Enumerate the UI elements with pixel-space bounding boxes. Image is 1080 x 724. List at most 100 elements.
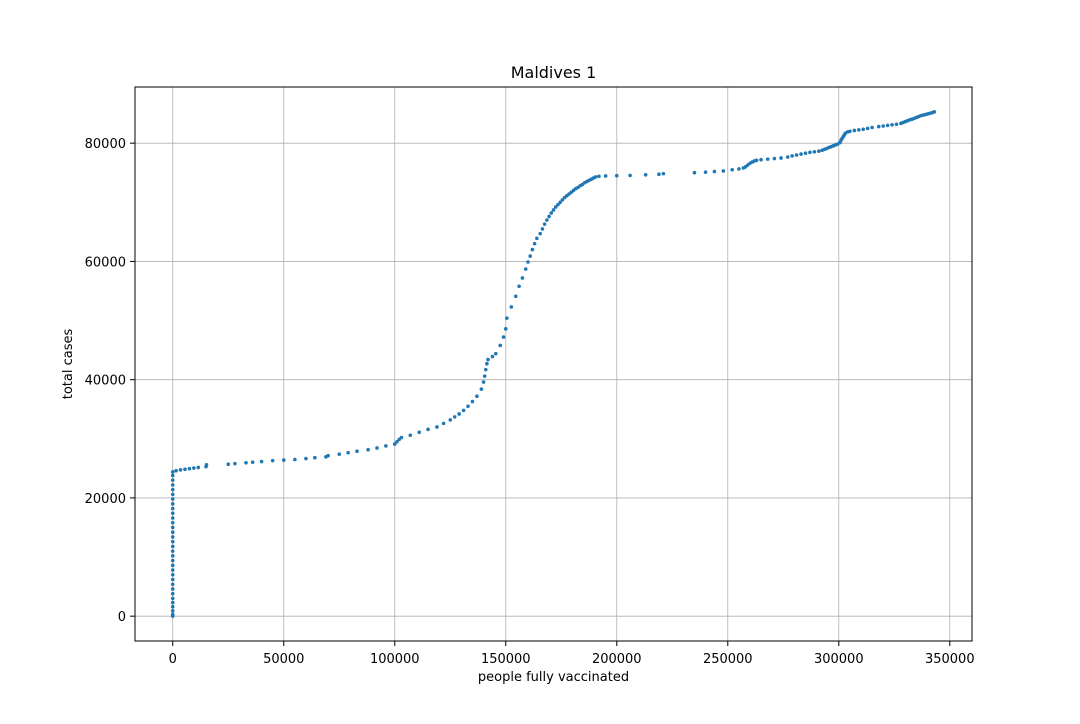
data-point [170,577,175,582]
x-tick-label: 200000 [592,652,642,667]
data-point [505,316,509,320]
data-point [817,149,821,153]
data-point [170,600,175,605]
data-point [799,152,803,156]
data-point [861,127,866,132]
data-point [856,128,861,132]
data-point [250,460,255,464]
data-point [794,153,799,157]
data-point [355,449,359,454]
data-point [790,154,794,158]
data-point [384,444,388,448]
y-axis-ticks: 0 20000 40000 60000 80000 [85,137,135,625]
data-point [183,467,187,472]
data-point [485,361,489,366]
data-point [759,157,763,162]
data-point [765,157,770,161]
data-point [170,591,175,596]
data-point [170,516,175,520]
data-point [170,544,175,549]
data-point [560,198,565,202]
y-tick-label: 0 [118,610,126,625]
data-point [545,218,549,222]
data-point [493,351,498,356]
data-point [479,387,484,391]
data-point [852,128,857,133]
data-point [244,460,248,465]
chart-title: Maldives 1 [511,63,597,82]
y-tick-label: 60000 [85,255,126,270]
data-point [597,174,601,179]
data-point [535,236,539,241]
data-point [526,260,530,264]
data-point [392,442,397,446]
data-point [417,430,421,435]
data-point [812,149,817,154]
data-point [803,151,808,156]
y-tick-label: 80000 [85,137,126,152]
data-point [890,123,894,127]
data-point [549,211,554,215]
data-point [170,483,175,487]
x-axis-label: people fully vaccinated [478,670,629,685]
data-point [932,110,937,114]
data-point [475,394,479,399]
data-point [481,380,486,384]
data-point [885,123,890,128]
data-point [721,169,726,173]
data-point [375,446,379,450]
data-point [399,435,404,440]
data-point [870,125,874,130]
data-point [754,158,759,163]
data-point [661,171,666,176]
data-point [170,587,175,591]
data-point [498,343,503,348]
data-point [876,124,881,129]
data-point [192,466,196,470]
y-axis-label: total cases [61,329,76,400]
data-point [483,367,488,372]
data-point [614,173,619,178]
data-point [187,466,192,471]
data-point [435,425,439,429]
data-point [470,399,475,404]
data-point [593,175,598,179]
data-point [486,357,490,362]
data-point [174,468,178,473]
data-points [170,110,937,618]
data-point [170,596,175,601]
data-point [865,126,870,131]
data-point [293,457,297,462]
data-point [170,563,175,568]
data-point [170,511,175,516]
data-point [553,205,558,209]
data-point [538,231,542,236]
data-point [170,609,175,613]
data-point [441,421,446,426]
x-tick-label: 0 [169,652,177,667]
data-point [503,327,508,331]
data-point [326,453,330,458]
data-point [170,612,175,617]
data-point [270,458,275,463]
data-point [170,539,175,544]
data-point [259,459,264,464]
data-point [170,502,175,506]
data-point [196,465,201,470]
data-point [530,247,535,252]
data-point [170,604,175,609]
data-point [170,582,175,587]
x-tick-label: 50000 [263,652,304,667]
data-point [170,530,175,535]
data-point [657,172,661,177]
data-point [785,155,790,159]
data-point [395,439,399,444]
x-tick-label: 350000 [925,652,975,667]
data-point [226,462,231,467]
data-point [170,572,175,577]
data-point [170,470,175,474]
data-point [366,447,370,452]
data-point [643,173,648,177]
data-point [482,374,487,378]
data-point [520,276,525,280]
